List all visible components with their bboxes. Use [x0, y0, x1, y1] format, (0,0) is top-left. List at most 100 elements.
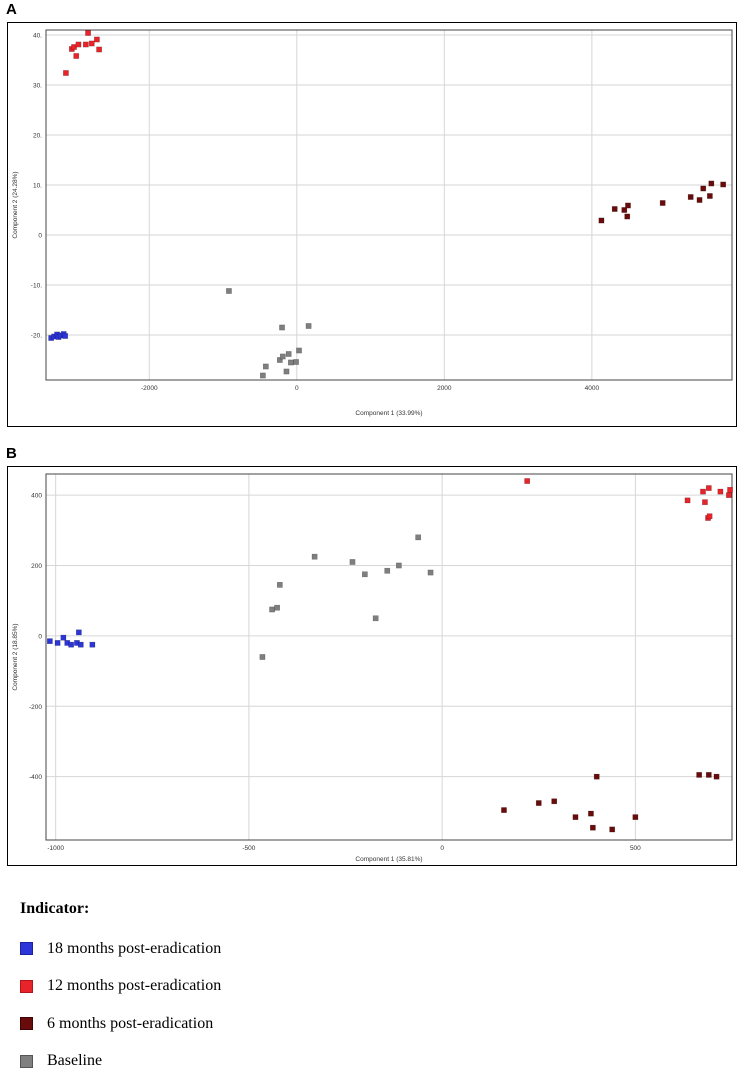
- panel-b-x-tick-label: -500: [242, 845, 255, 852]
- panel-a-point-12-months-post-eradication: [97, 47, 102, 52]
- panel-b-point-baseline: [362, 572, 367, 577]
- panel-b-point-baseline: [312, 554, 317, 559]
- legend-swatch-icon: [20, 942, 33, 955]
- panel-b-point-6-months-post-eradication: [501, 807, 506, 812]
- panel-a-x-axis-label: Component 1 (33.99%): [355, 410, 422, 417]
- panel-b-point-12-months-post-eradication: [700, 489, 705, 494]
- panel-a-point-12-months-post-eradication: [76, 42, 81, 47]
- panel-b-point-6-months-post-eradication: [714, 774, 719, 779]
- panel-b-point-18-months-post-eradication: [78, 642, 83, 647]
- panel-b-y-tick-label: -200: [29, 704, 42, 711]
- legend: Indicator: 18 months post-eradication 12…: [20, 900, 221, 1080]
- legend-swatch-icon: [20, 1017, 33, 1030]
- panel-a-point-12-months-post-eradication: [94, 37, 99, 42]
- panel-a-point-12-months-post-eradication: [63, 70, 68, 75]
- panel-a-x-tick-label: 2000: [437, 385, 452, 392]
- panel-b-point-6-months-post-eradication: [633, 815, 638, 820]
- panel-b-point-12-months-post-eradication: [727, 487, 732, 492]
- legend-label: 18 months post-eradication: [47, 940, 221, 958]
- legend-swatch-icon: [20, 980, 33, 993]
- panel-b-point-6-months-post-eradication: [552, 799, 557, 804]
- panel-b-y-tick-label: 400: [31, 493, 42, 500]
- panel-a-point-baseline: [280, 354, 285, 359]
- panel-a-point-6-months-post-eradication: [612, 206, 617, 211]
- legend-label: 12 months post-eradication: [47, 977, 221, 995]
- panel-a-point-baseline: [306, 323, 311, 328]
- panel-b-point-baseline: [350, 559, 355, 564]
- panel-a-point-6-months-post-eradication: [721, 182, 726, 187]
- panel-b-y-axis-label: Component 2 (18.85%): [12, 623, 19, 690]
- panel-b-x-tick-label: 0: [440, 845, 444, 852]
- panel-b-point-baseline: [373, 616, 378, 621]
- panel-a-y-tick-label: 0: [38, 233, 42, 240]
- panel-a-point-baseline: [226, 288, 231, 293]
- panel-a-point-6-months-post-eradication: [709, 181, 714, 186]
- panel-b-point-6-months-post-eradication: [590, 825, 595, 830]
- panel-b-point-12-months-post-eradication: [702, 500, 707, 505]
- legend-swatch-icon: [20, 1055, 33, 1068]
- panel-a-point-6-months-post-eradication: [707, 193, 712, 198]
- panel-b-point-baseline: [428, 570, 433, 575]
- panel-a-y-axis-label: Component 2 (24.28%): [12, 171, 19, 238]
- panel-b-point-12-months-post-eradication: [707, 514, 712, 519]
- panel-b-point-6-months-post-eradication: [573, 815, 578, 820]
- panel-b-x-tick-label: -1000: [47, 845, 64, 852]
- panel-b-point-18-months-post-eradication: [47, 639, 52, 644]
- panel-b-point-baseline: [260, 654, 265, 659]
- panel-b-y-tick-label: 200: [31, 563, 42, 570]
- panel-a-point-6-months-post-eradication: [625, 203, 630, 208]
- panel-a-point-6-months-post-eradication: [688, 194, 693, 199]
- legend-title: Indicator:: [20, 900, 221, 918]
- panel-b-point-6-months-post-eradication: [594, 774, 599, 779]
- panel-b-point-18-months-post-eradication: [90, 642, 95, 647]
- panel-a-x-tick-label: -2000: [141, 385, 158, 392]
- panel-b-point-18-months-post-eradication: [61, 635, 66, 640]
- panel-b-point-12-months-post-eradication: [706, 485, 711, 490]
- panel-b-point-18-months-post-eradication: [76, 630, 81, 635]
- panel-a-point-12-months-post-eradication: [74, 53, 79, 58]
- panel-a-point-baseline: [263, 364, 268, 369]
- panel-a-point-12-months-post-eradication: [85, 30, 90, 35]
- panel-b-point-12-months-post-eradication: [726, 493, 731, 498]
- panel-b-point-12-months-post-eradication: [525, 478, 530, 483]
- panel-a-point-baseline: [284, 369, 289, 374]
- panel-a-point-baseline: [260, 373, 265, 378]
- panel-a-point-baseline: [296, 348, 301, 353]
- panel-b-x-axis-label: Component 1 (35.81%): [355, 856, 422, 863]
- panel-a-y-tick-label: 10.: [33, 183, 42, 190]
- legend-item-12-months: 12 months post-eradication: [20, 968, 221, 1006]
- panel-a-point-12-months-post-eradication: [89, 41, 94, 46]
- panel-b-point-6-months-post-eradication: [697, 772, 702, 777]
- panel-b-point-18-months-post-eradication: [55, 640, 60, 645]
- panel-a-point-6-months-post-eradication: [701, 186, 706, 191]
- panel-a-y-tick-label: -10.: [31, 283, 42, 290]
- panel-b-point-6-months-post-eradication: [610, 827, 615, 832]
- panel-b-point-6-months-post-eradication: [706, 772, 711, 777]
- legend-label: Baseline: [47, 1052, 102, 1070]
- panel-a-y-tick-label: 30.: [33, 83, 42, 90]
- panel-a-point-6-months-post-eradication: [599, 218, 604, 223]
- panel-b-y-tick-label: -400: [29, 774, 42, 781]
- panel-b-point-baseline: [269, 607, 274, 612]
- panel-b-point-18-months-post-eradication: [69, 642, 74, 647]
- panel-a-point-6-months-post-eradication: [697, 197, 702, 202]
- panel-a-x-tick-label: 4000: [585, 385, 600, 392]
- panel-a-point-6-months-post-eradication: [625, 214, 630, 219]
- legend-item-6-months: 6 months post-eradication: [20, 1005, 221, 1043]
- panel-b-point-12-months-post-eradication: [685, 498, 690, 503]
- panel-a-point-baseline: [286, 351, 291, 356]
- panel-b-point-baseline: [416, 535, 421, 540]
- panel-a-y-tick-label: 40.: [33, 33, 42, 40]
- panel-a-y-tick-label: -20.: [31, 333, 42, 340]
- panel-a-point-baseline: [293, 359, 298, 364]
- panel-a-y-tick-label: 20.: [33, 133, 42, 140]
- panel-a-point-18-months-post-eradication: [63, 333, 68, 338]
- panel-b-point-baseline: [385, 568, 390, 573]
- legend-item-baseline: Baseline: [20, 1043, 221, 1080]
- panel-a-point-6-months-post-eradication: [660, 200, 665, 205]
- panel-b-point-12-months-post-eradication: [718, 489, 723, 494]
- panel-a-x-tick-label: 0: [295, 385, 299, 392]
- panel-a-point-baseline: [279, 325, 284, 330]
- panel-a-point-baseline: [288, 360, 293, 365]
- panel-b-plot-area: [46, 474, 732, 840]
